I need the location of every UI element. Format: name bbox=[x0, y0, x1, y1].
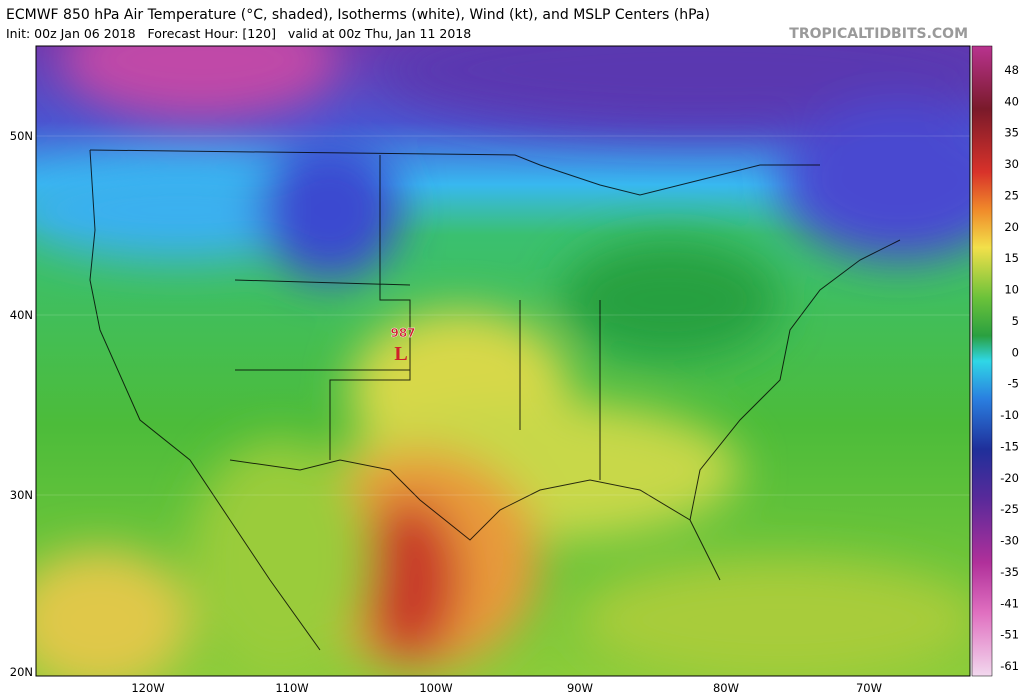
colorbar-label: -20 bbox=[1000, 471, 1019, 485]
colorbar-label: 15 bbox=[1004, 251, 1019, 265]
subtitle: Init: 00z Jan 06 2018 Forecast Hour: [12… bbox=[6, 26, 471, 41]
low-pressure: 987 bbox=[390, 326, 415, 340]
lon-label: 80W bbox=[713, 681, 739, 695]
lon-label: 110W bbox=[275, 681, 308, 695]
watermark: TROPICALTIDBITS.COM bbox=[789, 26, 968, 42]
colorbar-label: 20 bbox=[1004, 220, 1019, 234]
colorbar-label: 0 bbox=[1012, 345, 1019, 359]
colorbar-label: 35 bbox=[1004, 126, 1019, 140]
map-frame bbox=[35, 45, 971, 677]
colorbar-label: -10 bbox=[1000, 408, 1019, 422]
colorbar-label: 5 bbox=[1012, 314, 1019, 328]
colorbar-label: 10 bbox=[1004, 283, 1019, 297]
lat-label: 40N bbox=[10, 308, 33, 322]
axis-labels: 50N 40N 30N 20N 120W 110W 100W 90W 80W 70W 48 40 35 3… bbox=[10, 63, 1019, 695]
colorbar-label: 25 bbox=[1004, 188, 1019, 202]
colorbar bbox=[971, 45, 993, 677]
lon-label: 90W bbox=[567, 681, 593, 695]
lat-label: 20N bbox=[10, 665, 33, 679]
lon-label: 100W bbox=[419, 681, 452, 695]
title: ECMWF 850 hPa Air Temperature (°C, shade… bbox=[6, 7, 710, 23]
colorbar-label: 30 bbox=[1004, 157, 1019, 171]
lat-label: 30N bbox=[10, 488, 33, 502]
lon-label: 120W bbox=[131, 681, 164, 695]
colorbar-label: -51 bbox=[1000, 628, 1019, 642]
colorbar-label: 48 bbox=[1004, 63, 1019, 77]
colorbar-label: -61 bbox=[1000, 659, 1019, 673]
low-symbol: L bbox=[394, 343, 407, 365]
colorbar-label: -5 bbox=[1008, 377, 1019, 391]
colorbar-label: -25 bbox=[1000, 502, 1019, 516]
lat-label: 50N bbox=[10, 129, 33, 143]
lon-label: 70W bbox=[856, 681, 882, 695]
colorbar-label: -41 bbox=[1000, 596, 1019, 610]
colorbar-label: 40 bbox=[1004, 94, 1019, 108]
colorbar-label: -30 bbox=[1000, 534, 1019, 548]
colorbar-label: -35 bbox=[1000, 565, 1019, 579]
map-field bbox=[36, 46, 970, 676]
colorbar-label: -15 bbox=[1000, 439, 1019, 453]
